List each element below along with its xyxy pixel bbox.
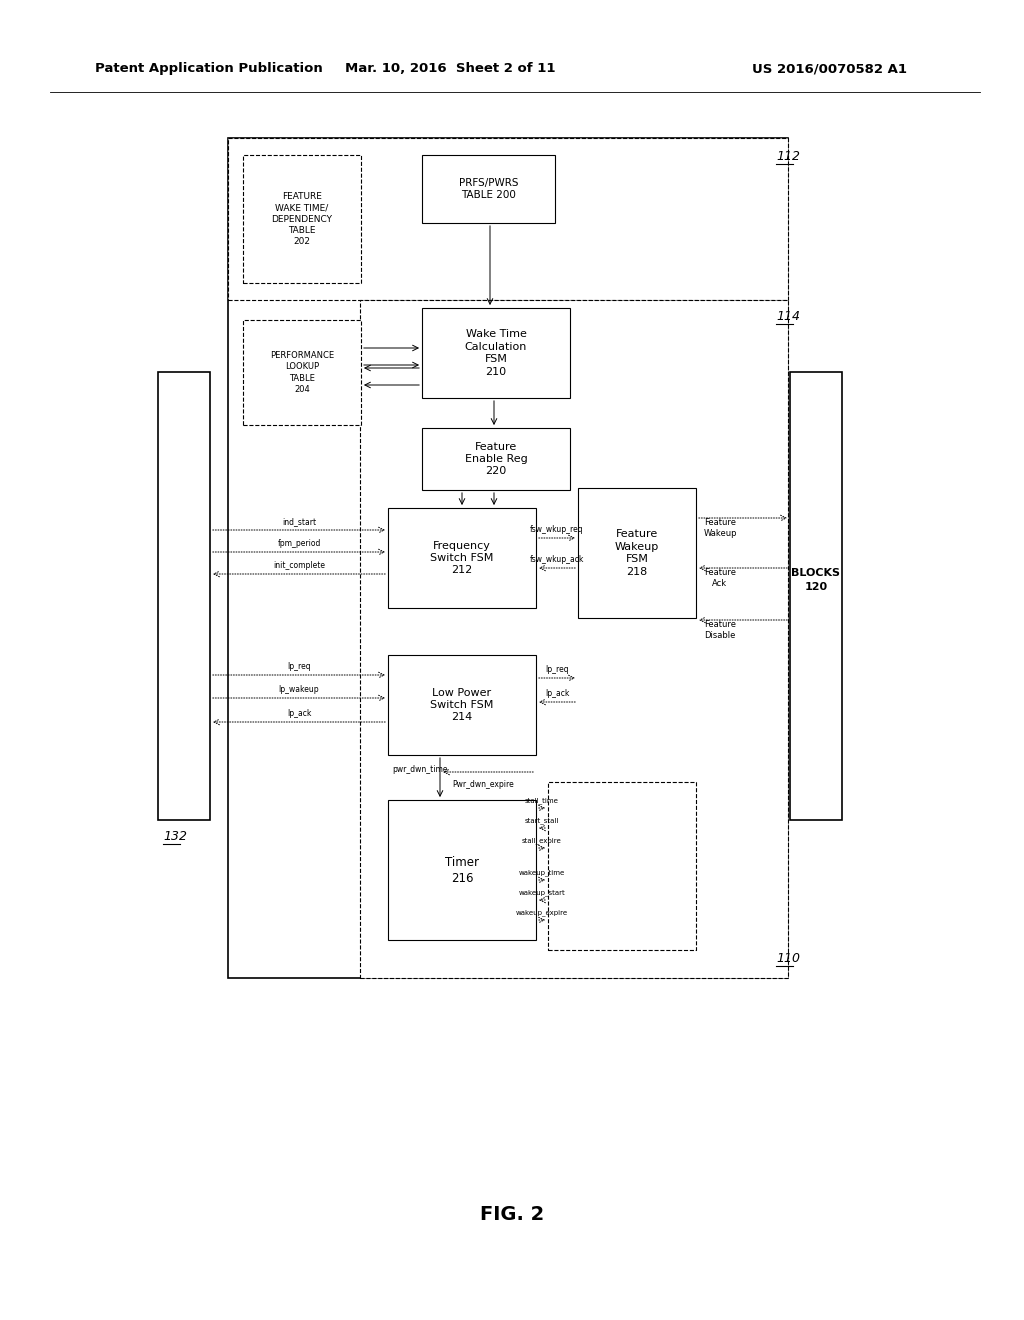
Bar bbox=[578, 488, 696, 618]
Bar bbox=[548, 781, 696, 950]
Text: Patent Application Publication: Patent Application Publication bbox=[95, 62, 323, 75]
Text: Feature
Wakeup: Feature Wakeup bbox=[703, 517, 736, 539]
Text: PERFORMANCE
LOOKUP
TABLE
204: PERFORMANCE LOOKUP TABLE 204 bbox=[270, 351, 334, 393]
Bar bbox=[422, 154, 555, 223]
Bar bbox=[228, 139, 788, 300]
Text: US 2016/0070582 A1: US 2016/0070582 A1 bbox=[753, 62, 907, 75]
Text: fsw_wkup_req: fsw_wkup_req bbox=[530, 525, 584, 535]
Bar bbox=[422, 308, 570, 399]
Bar bbox=[158, 372, 210, 820]
Text: fpm_period: fpm_period bbox=[278, 539, 321, 548]
Text: FEATURE
WAKE TIME/
DEPENDENCY
TABLE
202: FEATURE WAKE TIME/ DEPENDENCY TABLE 202 bbox=[271, 193, 333, 246]
Text: lp_req: lp_req bbox=[545, 665, 568, 675]
Text: init_complete: init_complete bbox=[273, 561, 325, 570]
Text: wakeup_time: wakeup_time bbox=[519, 870, 565, 876]
Bar bbox=[388, 655, 536, 755]
Text: Frequency
Switch FSM
212: Frequency Switch FSM 212 bbox=[430, 541, 494, 576]
Text: wakeup_start: wakeup_start bbox=[518, 890, 565, 896]
Text: BLOCKS
120: BLOCKS 120 bbox=[792, 568, 841, 591]
Text: 112: 112 bbox=[776, 150, 800, 162]
Text: stall_time: stall_time bbox=[525, 797, 559, 804]
Text: FIG. 2: FIG. 2 bbox=[480, 1205, 544, 1225]
Text: lp_req: lp_req bbox=[287, 663, 311, 671]
Text: pwr_dwn_time: pwr_dwn_time bbox=[392, 766, 447, 774]
Text: Low Power
Switch FSM
214: Low Power Switch FSM 214 bbox=[430, 688, 494, 722]
Text: Feature
Wakeup
FSM
218: Feature Wakeup FSM 218 bbox=[614, 529, 659, 577]
Bar bbox=[228, 139, 788, 978]
Text: Wake Time
Calculation
FSM
210: Wake Time Calculation FSM 210 bbox=[465, 330, 527, 376]
Text: Mar. 10, 2016  Sheet 2 of 11: Mar. 10, 2016 Sheet 2 of 11 bbox=[345, 62, 555, 75]
Bar bbox=[360, 300, 788, 978]
Text: Timer
216: Timer 216 bbox=[445, 855, 479, 884]
Text: ind_start: ind_start bbox=[282, 517, 316, 525]
Bar bbox=[790, 372, 842, 820]
Text: Feature
Disable: Feature Disable bbox=[705, 620, 736, 640]
Text: lp_wakeup: lp_wakeup bbox=[279, 685, 319, 694]
Bar bbox=[243, 319, 361, 425]
Text: Feature
Enable Reg
220: Feature Enable Reg 220 bbox=[465, 442, 527, 477]
Text: stall_expire: stall_expire bbox=[522, 837, 562, 843]
Bar bbox=[388, 800, 536, 940]
Text: start_stall: start_stall bbox=[525, 817, 559, 824]
Text: lp_ack: lp_ack bbox=[545, 689, 569, 698]
Text: 110: 110 bbox=[776, 952, 800, 965]
Text: 132: 132 bbox=[163, 830, 187, 843]
Text: PRFS/PWRS
TABLE 200: PRFS/PWRS TABLE 200 bbox=[459, 178, 518, 201]
Bar bbox=[422, 428, 570, 490]
Text: Feature
Ack: Feature Ack bbox=[705, 568, 736, 587]
Text: Pwr_dwn_expire: Pwr_dwn_expire bbox=[452, 780, 514, 789]
Text: 114: 114 bbox=[776, 310, 800, 323]
Text: wakeup_expire: wakeup_expire bbox=[516, 909, 568, 916]
Bar bbox=[243, 154, 361, 282]
Bar bbox=[388, 508, 536, 609]
Text: fsw_wkup_ack: fsw_wkup_ack bbox=[529, 554, 584, 564]
Text: lp_ack: lp_ack bbox=[287, 709, 311, 718]
